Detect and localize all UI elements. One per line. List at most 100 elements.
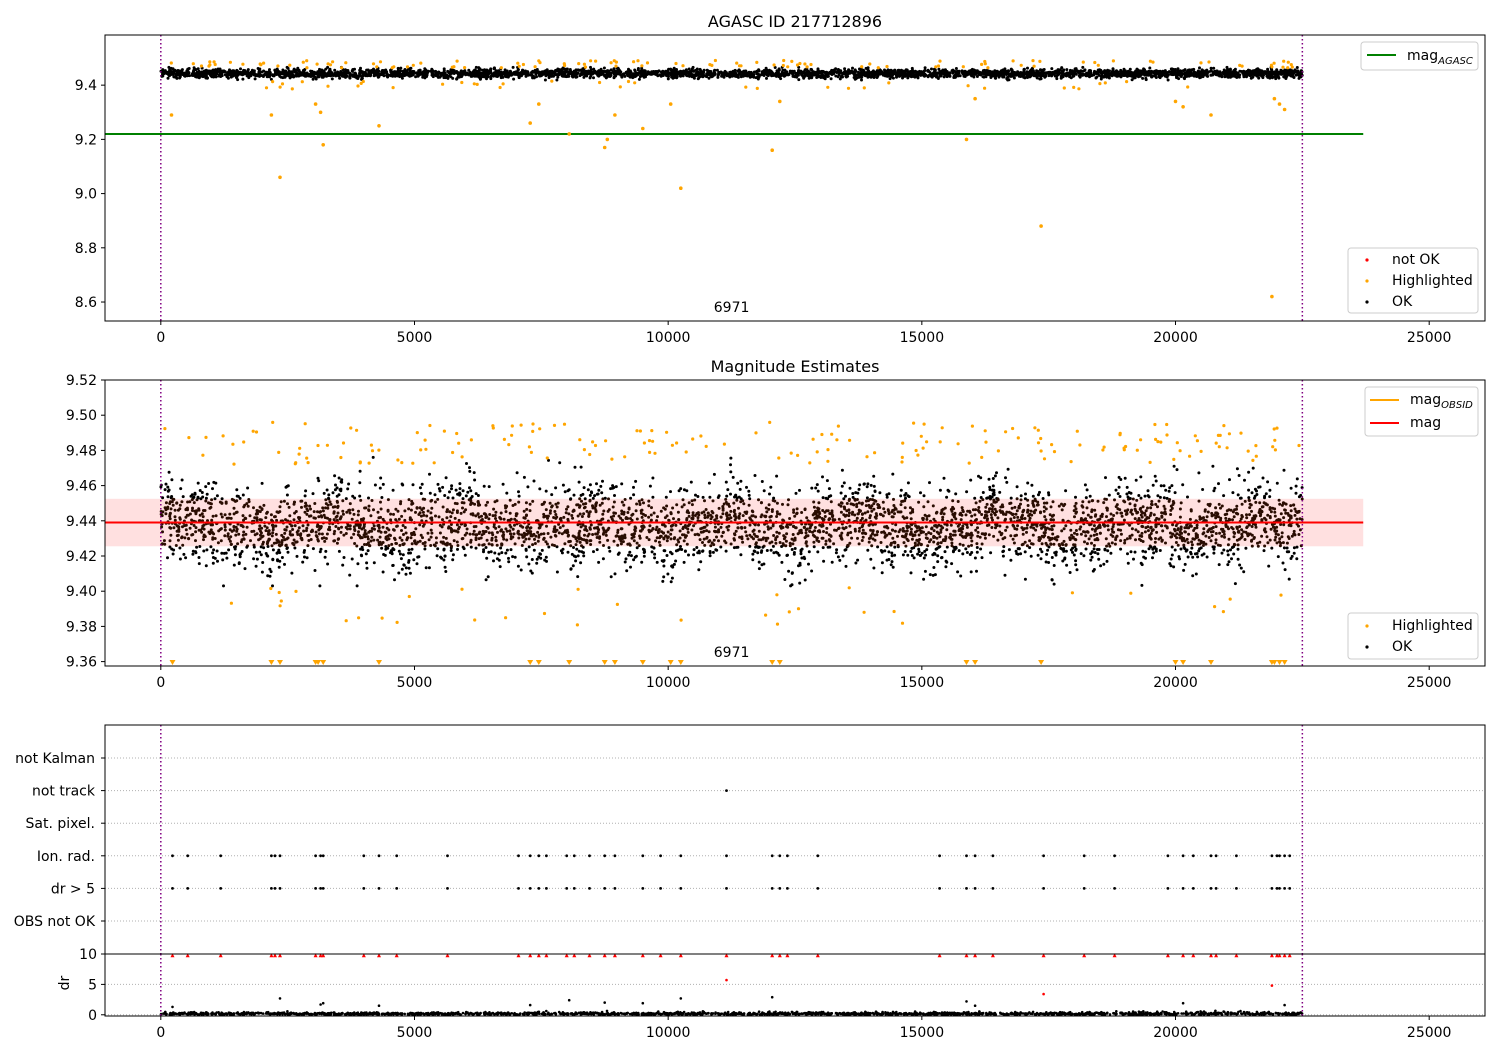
ok-point [1175, 76, 1178, 80]
highlighted-point [371, 62, 376, 66]
highlighted-point [278, 175, 282, 180]
ok-point [1264, 492, 1268, 496]
ok-point [713, 72, 717, 76]
ok-point [899, 73, 903, 77]
ok-point [290, 70, 294, 74]
ok-point [741, 540, 745, 544]
ok-point [1242, 71, 1245, 75]
ok-point [564, 74, 568, 78]
highlighted-point [614, 64, 618, 68]
ok-point [351, 74, 355, 78]
highlighted-point [533, 65, 537, 69]
ok-point [821, 69, 825, 73]
ok-point [317, 75, 321, 79]
ok-point [572, 493, 576, 497]
ok-point [980, 71, 984, 75]
ok-point [909, 550, 913, 553]
ok-point [493, 551, 497, 555]
ok-point [495, 543, 499, 547]
ok-point [1160, 74, 1164, 78]
ok-point [666, 73, 670, 77]
ok-point [1057, 504, 1061, 508]
ok-point [607, 546, 611, 550]
estimates-panel-title: Magnitude Estimates [711, 357, 880, 376]
ok-point [1072, 74, 1076, 78]
ok-point [567, 488, 571, 492]
ok-point [1164, 70, 1167, 74]
ok-point [912, 556, 916, 560]
ok-point [228, 68, 231, 72]
ok-point [1209, 66, 1213, 70]
highlighted-point [1019, 63, 1023, 67]
ok-point [723, 71, 727, 75]
ok-point [1179, 501, 1183, 505]
ok-point [1289, 68, 1292, 72]
highlighted-point [772, 63, 776, 67]
ok-point [535, 557, 539, 561]
ok-point [396, 74, 400, 78]
highlighted-point [605, 137, 610, 142]
ok-point [220, 72, 224, 76]
ok-point [736, 74, 740, 78]
ok-point [1246, 71, 1250, 75]
ok-point [381, 71, 385, 75]
ok-point [689, 72, 693, 76]
ok-point [1081, 65, 1085, 69]
ok-point [810, 76, 814, 80]
ok-point [508, 529, 512, 533]
ok-point [445, 516, 449, 520]
ok-point [942, 512, 946, 516]
ok-point [227, 548, 231, 552]
ok-point [1166, 73, 1170, 77]
highlighted-point [1289, 63, 1293, 67]
highlighted-point [983, 86, 987, 90]
ok-point [870, 70, 874, 74]
ok-point [937, 67, 941, 71]
ok-point [803, 508, 807, 512]
ok-point [660, 71, 664, 75]
ok-point [222, 69, 226, 73]
ok-point [1102, 562, 1106, 566]
highlighted-point [499, 66, 503, 70]
ok-point [1222, 68, 1226, 72]
highlighted-point [208, 60, 212, 64]
ok-point [587, 69, 590, 73]
ok-point [692, 76, 696, 80]
highlighted-point [331, 60, 335, 64]
ok-point [1167, 489, 1171, 493]
ok-point [826, 75, 829, 78]
ok-point [713, 525, 717, 529]
ok-point [407, 566, 411, 570]
highlighted-point [1199, 61, 1203, 65]
highlighted-point [1093, 60, 1097, 65]
ok-point [648, 524, 652, 528]
ok-point [358, 481, 362, 485]
ok-point [971, 70, 975, 74]
ok-point [1277, 498, 1281, 502]
ok-point [531, 69, 535, 73]
ok-point [418, 523, 422, 527]
ok-point [461, 506, 464, 510]
ok-point [633, 68, 637, 72]
highlighted-point [636, 59, 640, 63]
ok-point [1198, 66, 1201, 70]
highlighted-point [377, 124, 381, 128]
ok-point [674, 559, 678, 563]
ok-point [241, 77, 245, 81]
highlighted-point [1103, 81, 1107, 85]
ok-point [192, 66, 196, 70]
highlighted-point [326, 84, 330, 88]
highlighted-point [318, 110, 323, 115]
ok-point [188, 500, 192, 504]
ok-point [675, 76, 679, 80]
ok-point [1246, 68, 1250, 72]
ok-point [262, 73, 266, 77]
ok-point [632, 539, 636, 543]
ok-point [956, 570, 960, 574]
ok-point [499, 546, 503, 550]
ok-point [858, 67, 861, 71]
ok-point [1012, 76, 1016, 80]
highlighted-point [169, 61, 173, 65]
ok-point [816, 67, 820, 71]
highlighted-point [887, 81, 891, 85]
